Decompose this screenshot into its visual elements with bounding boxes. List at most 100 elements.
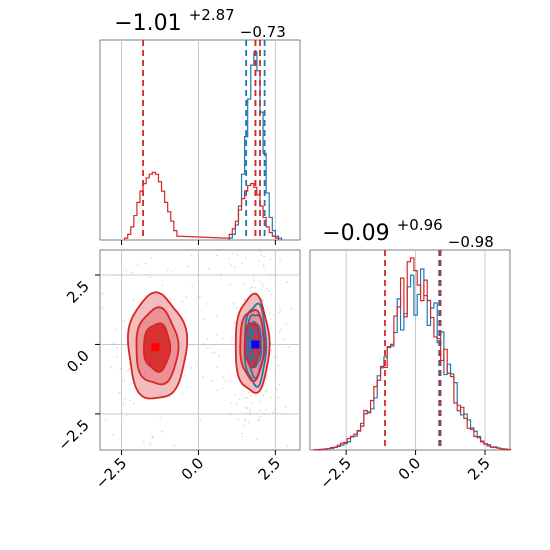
scatter-point bbox=[244, 396, 246, 399]
marginal-x1-title-lower: −0.73 bbox=[240, 23, 286, 41]
scatter-point bbox=[6, 494, 8, 496]
marginal-x2-grid bbox=[345, 250, 486, 450]
scatter-point bbox=[140, 448, 142, 450]
scatter-point bbox=[128, 363, 130, 365]
scatter-point bbox=[284, 412, 287, 415]
scatter-point bbox=[101, 307, 104, 309]
scatter-point bbox=[235, 403, 238, 406]
scatter-point bbox=[277, 396, 280, 399]
scatter-point bbox=[265, 250, 268, 251]
scatter-point bbox=[222, 376, 225, 378]
scatter-point bbox=[264, 383, 267, 385]
scatter-point bbox=[86, 276, 88, 278]
scatter-point bbox=[261, 283, 264, 285]
joint-yticks: −2.5 0.0 2.5 bbox=[54, 274, 100, 454]
scatter-point bbox=[161, 284, 164, 287]
scatter-point bbox=[270, 342, 272, 345]
scatter-point bbox=[276, 388, 278, 391]
scatter-point bbox=[272, 273, 275, 275]
scatter-point bbox=[233, 302, 235, 305]
scatter-point bbox=[148, 444, 151, 447]
scatter-point bbox=[244, 256, 247, 259]
scatter-point bbox=[237, 418, 239, 420]
scatter-point bbox=[249, 410, 251, 413]
scatter-point bbox=[190, 366, 193, 369]
scatter-point bbox=[274, 408, 276, 411]
marginal-x2-title-lower: −0.98 bbox=[448, 233, 494, 251]
scatter-point bbox=[224, 380, 227, 383]
scatter-point bbox=[270, 293, 273, 296]
contour-line bbox=[243, 322, 261, 369]
scatter-point bbox=[230, 264, 232, 267]
scatter-point bbox=[258, 409, 261, 412]
scatter-point bbox=[231, 337, 233, 339]
scatter-point bbox=[233, 321, 236, 324]
scatter-point bbox=[249, 408, 251, 411]
scatter-point bbox=[246, 397, 249, 399]
scatter-point bbox=[279, 309, 282, 312]
contour-line bbox=[234, 292, 271, 394]
scatter-point bbox=[220, 488, 222, 490]
scatter-point bbox=[272, 313, 275, 316]
scatter-point bbox=[262, 265, 265, 268]
joint-ytick-label: −2.5 bbox=[54, 416, 92, 454]
scatter-point bbox=[259, 281, 262, 283]
scatter-point bbox=[253, 279, 255, 282]
scatter-point bbox=[211, 352, 214, 355]
joint-series bbox=[6, 232, 293, 496]
scatter-point bbox=[76, 389, 78, 391]
scatter-point bbox=[266, 389, 268, 392]
scatter-point bbox=[218, 464, 220, 466]
scatter-point bbox=[274, 370, 277, 373]
scatter-point bbox=[170, 271, 173, 273]
scatter-point bbox=[243, 298, 246, 301]
scatter-point bbox=[265, 409, 267, 411]
scatter-point bbox=[126, 414, 128, 417]
scatter-point bbox=[233, 266, 236, 269]
scatter-point bbox=[217, 490, 219, 492]
scatter-point bbox=[149, 276, 152, 279]
scatter-point bbox=[248, 392, 251, 394]
scatter-point bbox=[201, 309, 203, 312]
scatter-point bbox=[191, 285, 194, 287]
scatter-point bbox=[243, 283, 245, 286]
scatter-point bbox=[202, 343, 205, 346]
scatter-point bbox=[102, 292, 104, 295]
scatter-point bbox=[277, 364, 280, 367]
scatter-point bbox=[276, 356, 279, 358]
scatter-point bbox=[232, 252, 235, 255]
scatter-point bbox=[261, 298, 263, 301]
scatter-point bbox=[241, 262, 243, 264]
scatter-point bbox=[116, 355, 118, 358]
scatter-point bbox=[273, 356, 276, 358]
scatter-point bbox=[90, 391, 92, 393]
joint-xtick-label: 2.5 bbox=[255, 454, 285, 484]
scatter-point bbox=[207, 347, 209, 349]
scatter-point bbox=[242, 424, 244, 427]
scatter-point bbox=[127, 369, 129, 371]
scatter-point bbox=[150, 257, 152, 259]
scatter-point bbox=[129, 399, 131, 401]
scatter-point bbox=[110, 366, 112, 368]
scatter-point bbox=[244, 420, 247, 422]
scatter-point bbox=[221, 387, 223, 390]
contour-line bbox=[248, 320, 263, 369]
marginal-x2-tick-label: −2.5 bbox=[316, 454, 354, 492]
contour-line bbox=[239, 308, 266, 383]
scatter-point bbox=[268, 290, 270, 292]
scatter-point bbox=[269, 368, 272, 370]
scatter-point bbox=[262, 263, 265, 266]
scatter-point bbox=[215, 254, 218, 257]
scatter-point bbox=[234, 394, 237, 396]
scatter-point bbox=[191, 250, 192, 251]
scatter-point bbox=[290, 307, 293, 310]
scatter-point bbox=[277, 241, 279, 243]
scatter-point bbox=[203, 318, 205, 320]
scatter-point bbox=[90, 232, 92, 234]
scatter-point bbox=[181, 392, 183, 395]
scatter-point bbox=[249, 413, 251, 416]
marginal-x2-title: −0.09 +0.96 −0.98 bbox=[322, 215, 494, 251]
scatter-point bbox=[137, 461, 139, 463]
scatter-point bbox=[262, 394, 265, 397]
scatter-point bbox=[272, 411, 274, 414]
